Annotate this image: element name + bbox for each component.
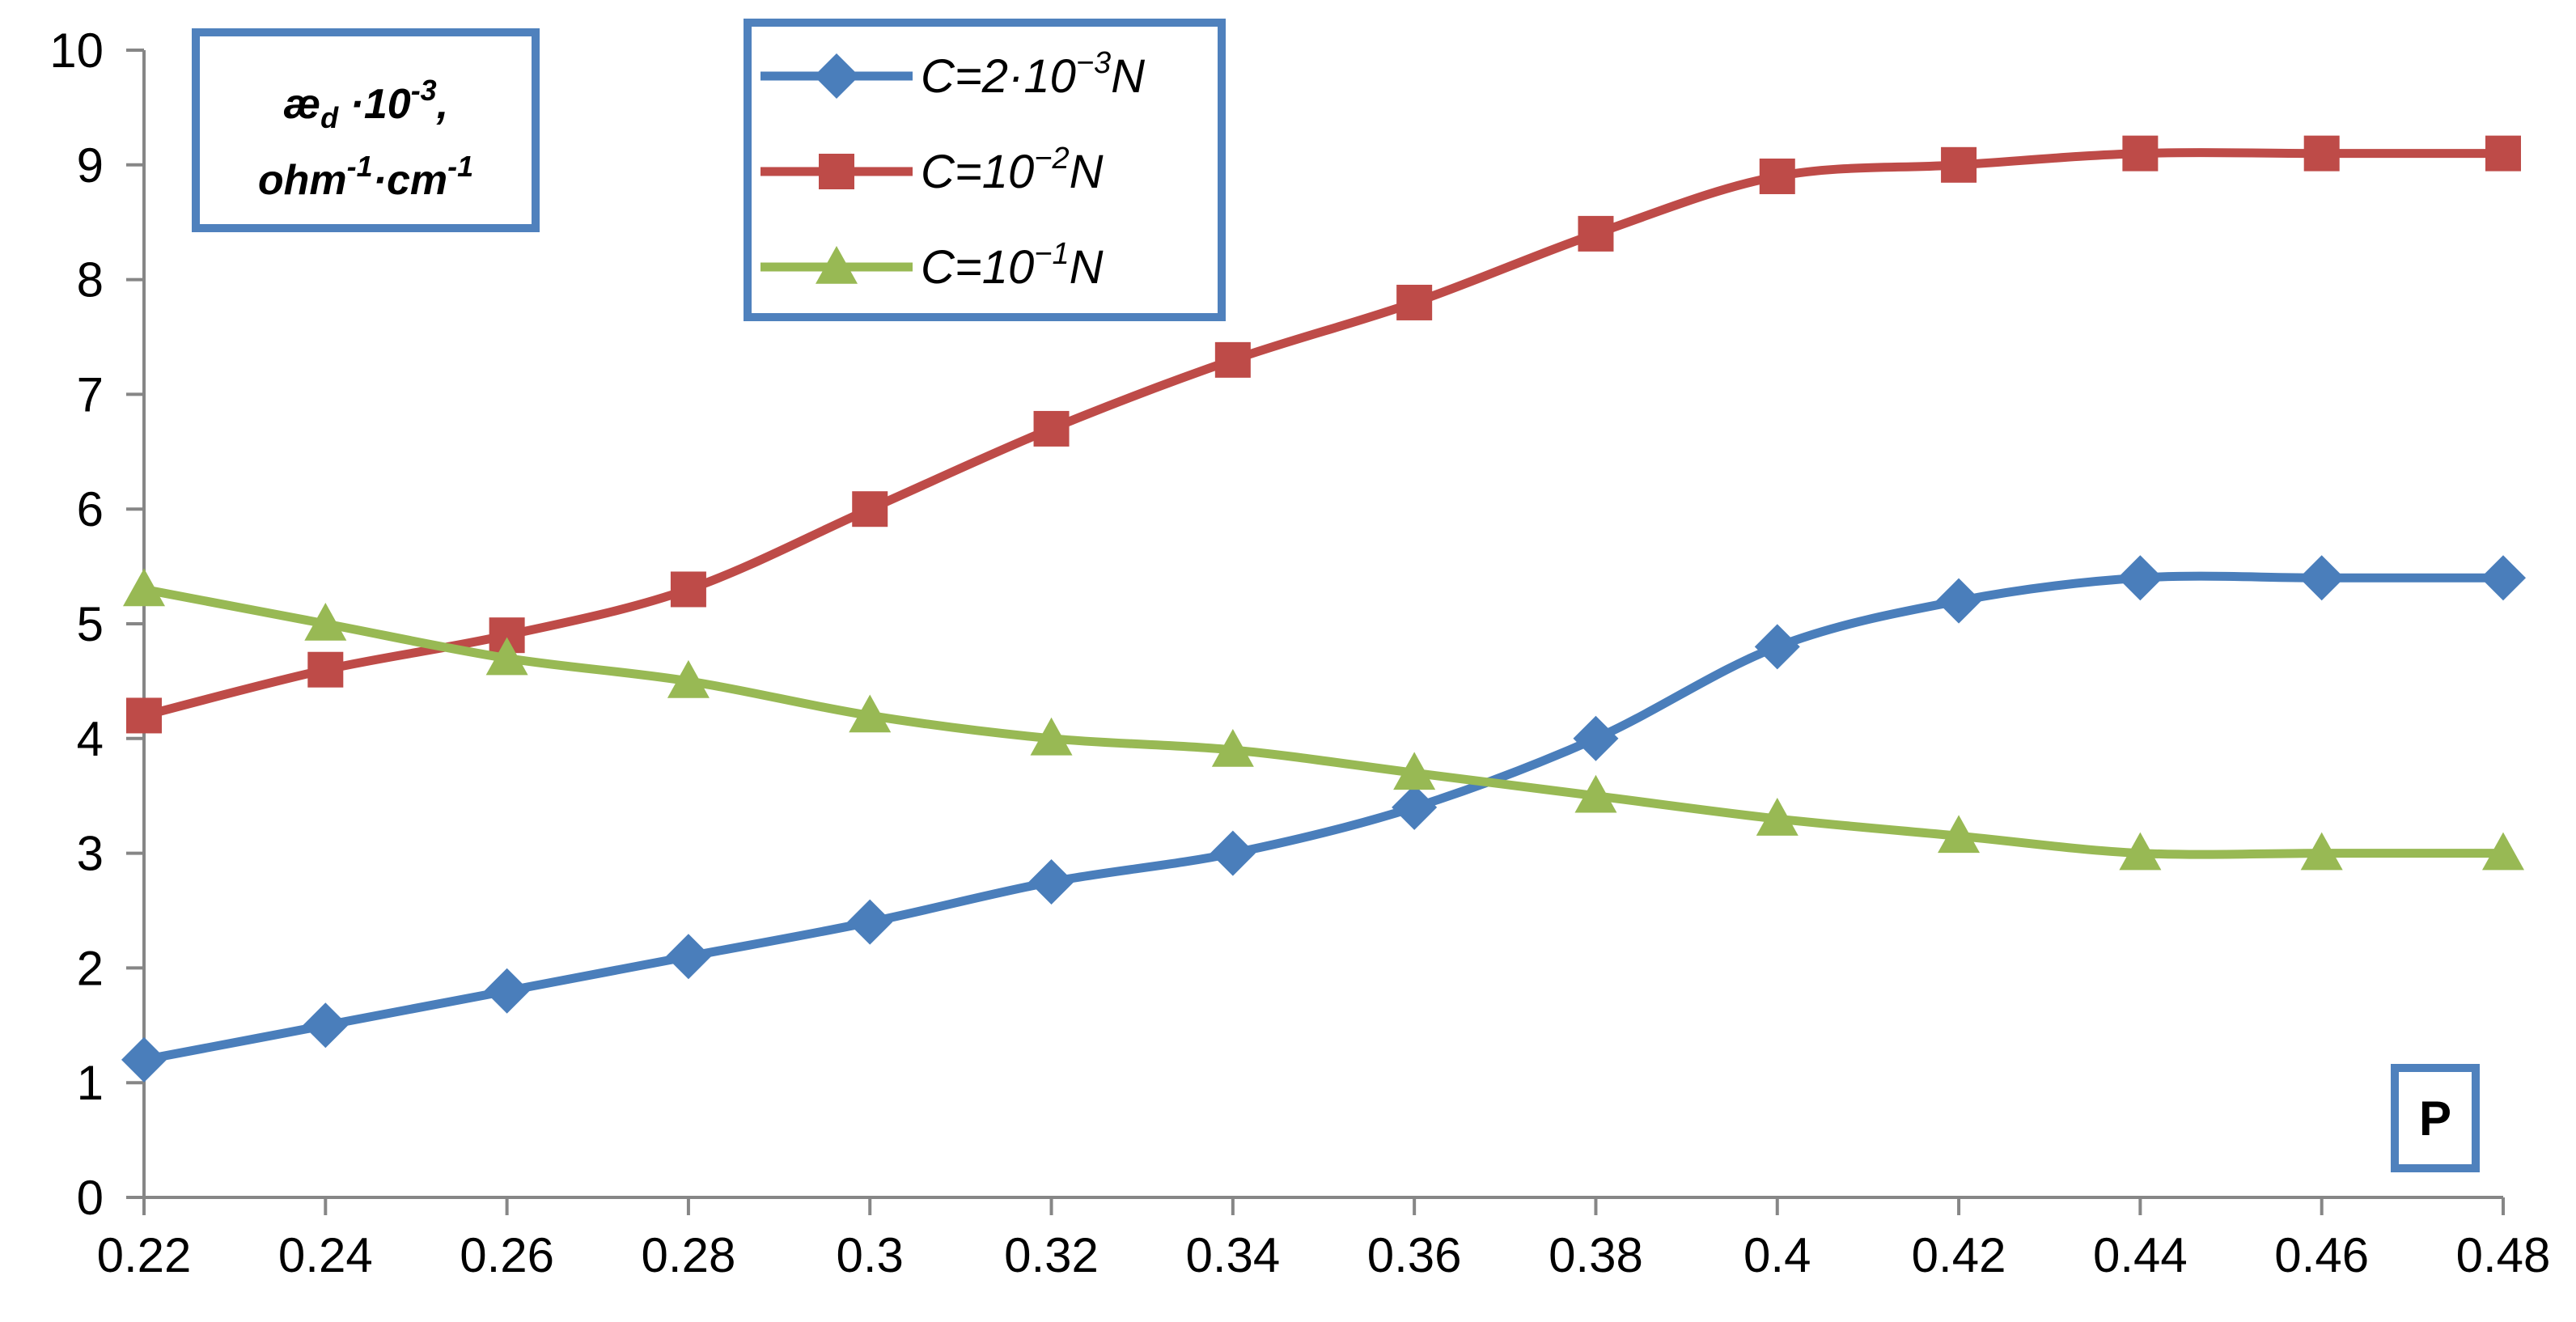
data-point [1759,158,1795,194]
y-tick-label: 8 [77,253,104,307]
y-axis-label-line1: æd ·10-3, [283,74,448,134]
data-point [2300,832,2343,871]
series-layer [121,135,2526,1083]
x-tick-label: 0.28 [642,1228,736,1282]
x-axis-label-box: P [2391,1064,2480,1172]
legend-item: C=2·10−3N [761,46,1145,103]
x-tick-label: 0.34 [1185,1228,1280,1282]
legend-marker [819,154,854,189]
data-point [1574,774,1617,813]
x-tick-label: 0.24 [278,1228,373,1282]
y-tick-label: 10 [49,23,104,78]
legend-item: C=10−2N [761,142,1104,198]
series-diamond [121,555,2526,1083]
series-square [126,135,2521,734]
data-point [2481,555,2526,601]
x-tick-label: 0.3 [837,1228,904,1282]
legend-marker [814,53,859,99]
data-point [1756,798,1799,836]
data-point [1028,859,1074,905]
data-point [303,1002,349,1049]
x-tick-label: 0.38 [1549,1228,1643,1282]
data-point [852,491,888,528]
data-point [1396,284,1433,320]
data-point [2117,555,2163,601]
x-tick-label: 0.42 [1912,1228,2006,1282]
data-point [307,651,344,688]
y-tick-label: 7 [77,367,104,422]
y-tick-label: 4 [77,712,104,766]
y-axis-label-box: æd ·10-3, ohm-1·cm-1 [192,28,540,232]
x-tick-label: 0.22 [97,1228,192,1282]
x-tick-label: 0.4 [1743,1228,1811,1282]
data-point [1941,146,1977,183]
x-tick-label: 0.44 [2093,1228,2188,1282]
data-point [670,571,706,608]
y-axis-label-frame [192,28,540,232]
data-point [484,968,530,1014]
data-point [1578,215,1614,252]
x-tick-label: 0.48 [2456,1228,2551,1282]
x-tick-label: 0.36 [1367,1228,1462,1282]
x-tick-label: 0.26 [460,1228,554,1282]
y-axis-label-line2: ohm-1·cm-1 [258,150,473,204]
data-point [849,694,892,733]
data-point [2303,135,2340,172]
y-tick-label: 6 [77,482,104,536]
data-point [2482,832,2524,871]
data-point [1938,815,1981,854]
x-axis-label-frame [2391,1064,2480,1172]
ticks: 0 1 2 3 4 5 6 7 8 9 10 0.22 0.24 0.26 0.28 0.3 0.32 0.34 0… [49,23,2550,1282]
y-tick-label: 5 [77,597,104,651]
y-tick-label: 1 [77,1056,104,1110]
data-point [485,637,528,676]
y-tick-label: 3 [77,827,104,881]
legend-label: C=10−2N [921,142,1104,198]
data-point [2298,555,2345,601]
series-line [139,584,2508,859]
data-point [123,568,165,607]
data-point [1030,717,1073,756]
data-point [1393,752,1436,790]
data-point [2485,135,2521,172]
data-point [1573,715,1619,761]
data-point [1392,784,1438,830]
data-point [1214,341,1251,378]
data-point [2119,832,2162,871]
y-tick-label: 2 [77,941,104,995]
data-point [847,899,893,945]
legend-label: C=2·10−3N [921,46,1145,103]
legend-item: C=10−1N [761,237,1104,294]
data-point [665,934,711,980]
legend-label: C=10−1N [921,237,1104,294]
x-tick-label: 0.46 [2274,1228,2369,1282]
data-point [667,659,710,698]
x-tick-label: 0.32 [1004,1228,1099,1282]
series-triangle [123,568,2524,871]
data-point [1211,728,1254,767]
data-point [1754,624,1800,670]
data-point [126,697,162,734]
legend-marker [816,246,858,284]
data-point [304,603,347,641]
data-point [1210,830,1256,876]
y-tick-label: 0 [77,1171,104,1225]
legend: C=2·10−3N C=10−2N C=10−1N [744,19,1226,321]
x-axis-label: P [2419,1091,2451,1146]
data-point [2122,135,2159,172]
data-point [1033,410,1070,447]
data-point [121,1036,167,1083]
y-tick-label: 9 [77,138,104,193]
data-point [1936,578,1982,624]
